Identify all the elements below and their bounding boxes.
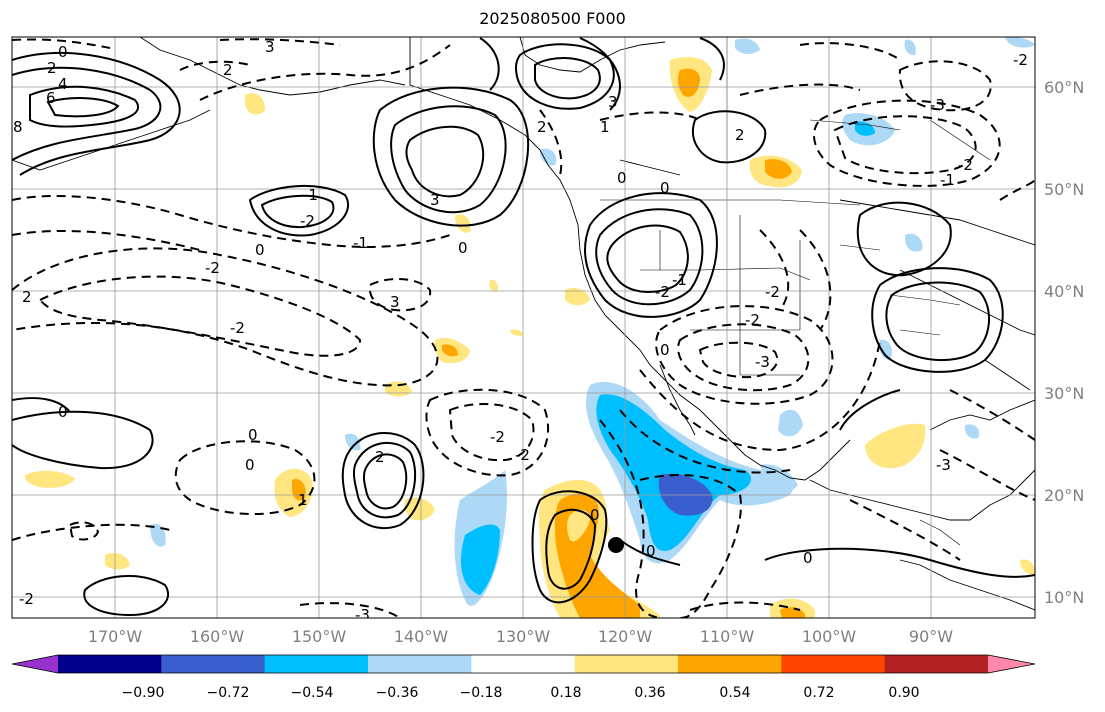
contour-label: -2	[765, 283, 780, 301]
contour-label: 3	[390, 293, 400, 311]
colorbar-tick-label: −0.36	[376, 685, 419, 701]
contour-label: 0	[248, 426, 258, 444]
lon-label: 140°W	[394, 627, 449, 646]
colorbar-segment	[264, 655, 369, 673]
colorbar-extend-low	[12, 655, 58, 673]
contour-label: 4	[58, 75, 68, 93]
contour-label: 6	[46, 89, 56, 107]
graticule	[12, 37, 1035, 618]
colorbar-tick-label: −0.18	[460, 685, 503, 701]
colorbar-tick-label: 0.54	[719, 685, 750, 701]
lon-label: 160°W	[190, 627, 245, 646]
contour-label: -2	[19, 590, 34, 608]
contour-label: 2	[537, 118, 547, 136]
negative-contours	[12, 38, 1035, 618]
longitude-labels: 170°W 160°W 150°W 140°W 130°W 120°W 110°…	[88, 627, 953, 646]
contour-label: 2	[22, 288, 32, 306]
colorbar-segment	[58, 655, 162, 673]
lat-label: 20°N	[1044, 486, 1084, 505]
lon-label: 100°W	[802, 627, 857, 646]
contour-label: 2	[735, 126, 745, 144]
lat-label: 50°N	[1044, 180, 1084, 199]
contour-label: -3	[755, 353, 770, 371]
colorbar-tick-label: −0.90	[122, 685, 165, 701]
contour-label: -2	[300, 212, 315, 230]
contour-label: 0	[58, 403, 68, 421]
lon-label: 110°W	[700, 627, 755, 646]
colorbar-segment	[161, 655, 266, 673]
colorbar-labels: −0.90 −0.72 −0.54 −0.36 −0.18 0.18 0.36 …	[122, 685, 920, 701]
map-frame	[11, 36, 1036, 619]
contour-label: 3	[265, 38, 275, 56]
map-title: 2025080500 F000	[479, 9, 626, 28]
contour-label: -1	[353, 234, 368, 252]
contour-labels: 0 2 4 6 8 3 2 -1 -2 3 0 -2 -1 3 2 3 2 0 …	[13, 38, 1028, 624]
colorbar-segment	[574, 655, 679, 673]
lon-label: 120°W	[598, 627, 653, 646]
contour-label: 0	[255, 241, 265, 259]
contour-label: -2	[1013, 51, 1028, 69]
contour-label: 0	[58, 43, 68, 61]
colorbar-outline	[11, 654, 1036, 674]
contour-label: 3	[430, 191, 440, 209]
colorbar-tick-label: 0.90	[888, 685, 919, 701]
contour-label: -2	[205, 259, 220, 277]
contour-label: -2	[230, 319, 245, 337]
lat-label: 30°N	[1044, 384, 1084, 403]
contour-label: 0	[590, 506, 600, 524]
contour-label: -2	[490, 428, 505, 446]
colorbar-tick-label: −0.54	[291, 685, 334, 701]
colorbar-segment	[678, 655, 782, 673]
contour-label: -2	[958, 156, 973, 174]
colorbar-tick-label: −0.72	[207, 685, 250, 701]
contour-label: 0	[803, 549, 813, 567]
contour-label: 0	[617, 169, 627, 187]
contour-label: 0	[245, 456, 255, 474]
lon-label: 90°W	[909, 627, 953, 646]
contour-label: 1	[298, 491, 308, 509]
lon-label: 150°W	[292, 627, 347, 646]
colorbar-tick-label: 0.72	[803, 685, 834, 701]
colorbar-tick-label: 0.36	[634, 685, 665, 701]
lat-label: 10°N	[1044, 588, 1084, 607]
colorbar-extend-high	[988, 655, 1035, 673]
contour-label: 0	[458, 239, 468, 257]
contour-label: -3	[936, 456, 951, 474]
contour-label: -1	[303, 186, 318, 204]
shaded-fields	[24, 37, 1035, 618]
lat-label: 40°N	[1044, 282, 1084, 301]
colorbar-segment	[471, 655, 576, 673]
lon-label: 130°W	[496, 627, 551, 646]
positive-contours	[12, 37, 1035, 617]
contour-label: 2	[375, 448, 385, 466]
storm-center-marker	[608, 537, 624, 553]
lat-label: 60°N	[1044, 78, 1084, 97]
contour-label: 2	[223, 61, 233, 79]
colorbar	[11, 654, 1036, 674]
latitude-labels: 60°N 50°N 40°N 30°N 20°N 10°N	[1044, 78, 1084, 607]
contour-label: 0	[660, 341, 670, 359]
contour-label: -2	[745, 311, 760, 329]
contour-label: -1	[940, 171, 955, 189]
contour-label: -1	[672, 271, 687, 289]
contour-label: 3	[608, 93, 618, 111]
contour-label: -3	[355, 606, 370, 624]
contour-label: 0	[660, 179, 670, 197]
colorbar-tick-label: 0.18	[550, 685, 581, 701]
contour-label: -2	[515, 446, 530, 464]
contour-label: 8	[13, 118, 23, 136]
contour-label: 1	[600, 118, 610, 136]
lon-label: 170°W	[88, 627, 143, 646]
contour-label: 0	[646, 542, 656, 560]
contour-label: 2	[47, 59, 57, 77]
contour-label: -2	[655, 283, 670, 301]
colorbar-segment	[781, 655, 886, 673]
contour-label: -3	[930, 96, 945, 114]
colorbar-segment	[368, 655, 472, 673]
colorbar-segment	[884, 655, 989, 673]
